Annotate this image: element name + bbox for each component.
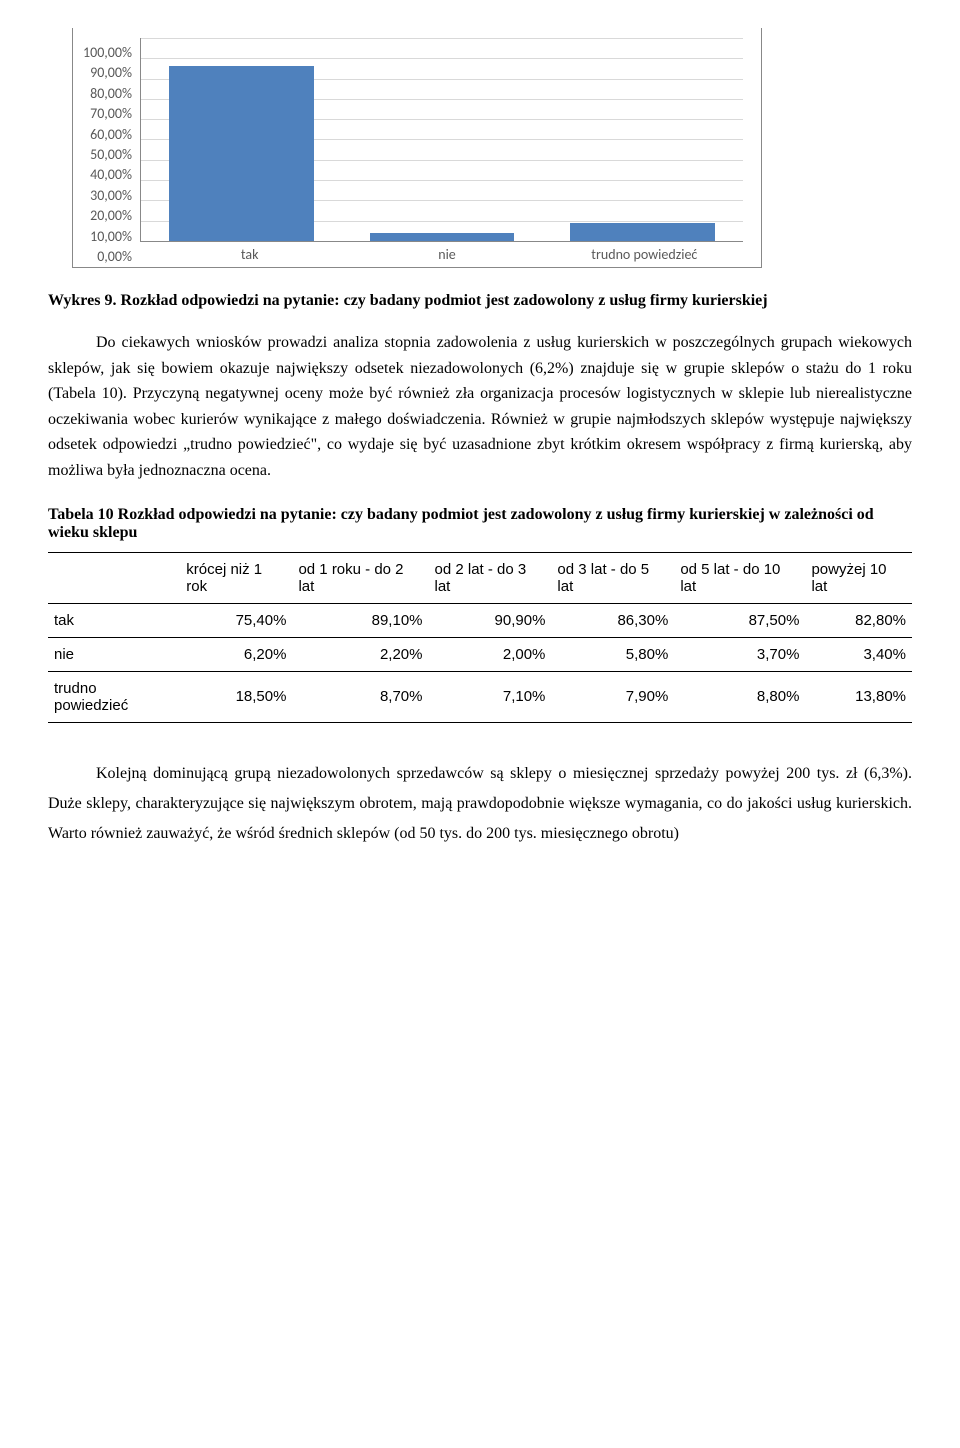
x-label: nie — [348, 246, 545, 263]
bar-chart: 0,00%10,00%20,00%30,00%40,00%50,00%60,00… — [72, 28, 762, 268]
bar-slot — [141, 38, 342, 241]
table-cell: 7,90% — [551, 671, 674, 722]
table-cell: 75,40% — [180, 603, 292, 637]
body-paragraph-1: Do ciekawych wniosków prowadzi analiza s… — [48, 330, 912, 484]
table-cell: 2,00% — [429, 637, 552, 671]
row-label: nie — [48, 637, 180, 671]
table-cell: 3,70% — [674, 637, 805, 671]
bar-trudno — [570, 223, 714, 241]
table-cell: 86,30% — [551, 603, 674, 637]
y-axis: 0,00%10,00%20,00%30,00%40,00%50,00%60,00… — [83, 38, 140, 242]
table-cell: 89,10% — [292, 603, 428, 637]
x-label: trudno powiedzieć — [546, 246, 743, 263]
table-cell: 7,10% — [429, 671, 552, 722]
table-row: trudno powiedzieć18,50%8,70%7,10%7,90%8,… — [48, 671, 912, 722]
table-cell: 82,80% — [805, 603, 912, 637]
body-paragraph-2: Kolejną dominującą grupą niezadowolonych… — [48, 759, 912, 850]
table-cell: 2,20% — [292, 637, 428, 671]
table-row: nie6,20%2,20%2,00%5,80%3,70%3,40% — [48, 637, 912, 671]
col-header: od 2 lat - do 3 lat — [429, 552, 552, 603]
table-cell: 90,90% — [429, 603, 552, 637]
bar-slot — [342, 38, 543, 241]
table-row: tak75,40%89,10%90,90%86,30%87,50%82,80% — [48, 603, 912, 637]
bar-slot — [542, 38, 743, 241]
bar-tak — [169, 66, 313, 241]
col-header: od 3 lat - do 5 lat — [551, 552, 674, 603]
table-cell: 8,80% — [674, 671, 805, 722]
x-label: tak — [151, 246, 348, 263]
table-cell: 87,50% — [674, 603, 805, 637]
chart-caption: Wykres 9. Rozkład odpowiedzi na pytanie:… — [48, 292, 912, 310]
plot-area — [140, 38, 743, 242]
table-caption: Tabela 10 Rozkład odpowiedzi na pytanie:… — [48, 506, 912, 542]
table-header-row: krócej niż 1 rok od 1 roku - do 2 lat od… — [48, 552, 912, 603]
table-cell: 18,50% — [180, 671, 292, 722]
col-header: krócej niż 1 rok — [180, 552, 292, 603]
row-label: tak — [48, 603, 180, 637]
col-header — [48, 552, 180, 603]
col-header: od 5 lat - do 10 lat — [674, 552, 805, 603]
table-cell: 5,80% — [551, 637, 674, 671]
table-cell: 8,70% — [292, 671, 428, 722]
row-label: trudno powiedzieć — [48, 671, 180, 722]
bar-nie — [370, 233, 514, 241]
data-table: krócej niż 1 rok od 1 roku - do 2 lat od… — [48, 552, 912, 723]
col-header: od 1 roku - do 2 lat — [292, 552, 428, 603]
chart-plot-row: 0,00%10,00%20,00%30,00%40,00%50,00%60,00… — [83, 38, 743, 242]
table-cell: 3,40% — [805, 637, 912, 671]
x-axis: tak nie trudno powiedzieć — [83, 242, 743, 263]
table-cell: 13,80% — [805, 671, 912, 722]
table-cell: 6,20% — [180, 637, 292, 671]
col-header: powyżej 10 lat — [805, 552, 912, 603]
